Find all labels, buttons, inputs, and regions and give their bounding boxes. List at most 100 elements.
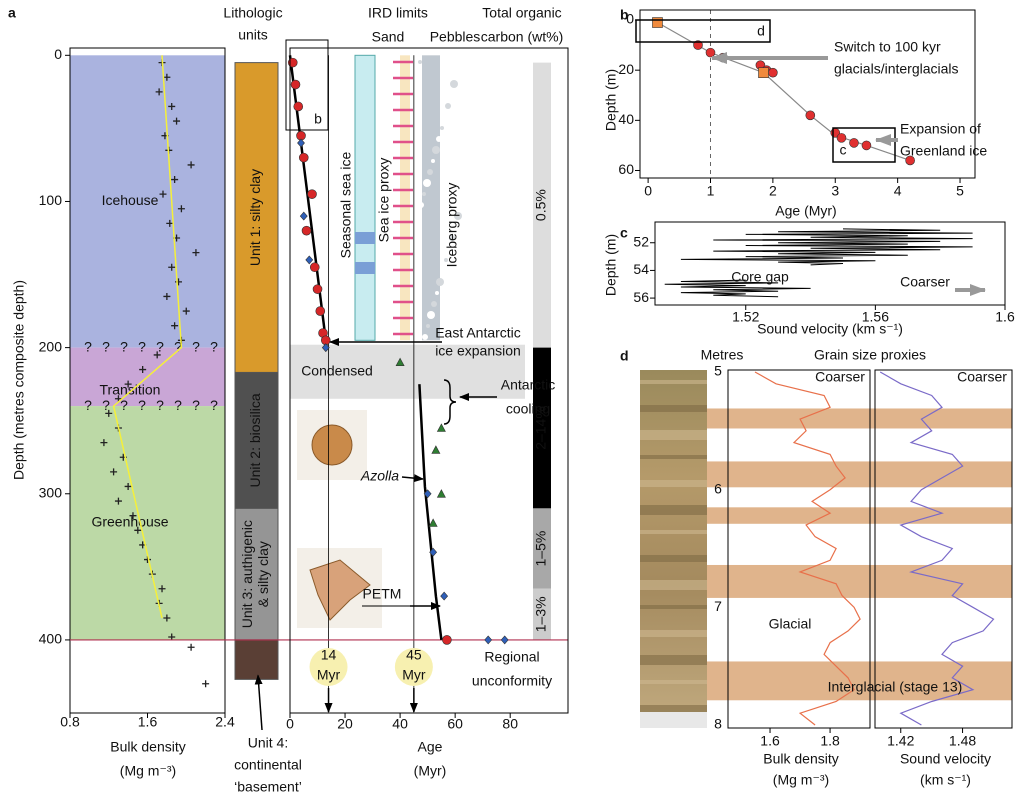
x-tick-label: 2 xyxy=(769,183,777,199)
unconformity-label: unconformity xyxy=(472,673,552,689)
data-point xyxy=(153,351,161,359)
header: Total organic xyxy=(482,5,561,21)
lithologic-unit xyxy=(234,371,279,509)
data-point xyxy=(693,40,703,50)
header: Pebbles xyxy=(430,29,481,45)
x-tick-label: 1.8 xyxy=(820,733,840,749)
pebble xyxy=(418,202,424,208)
pebble xyxy=(435,291,439,295)
y-tick-label: 300 xyxy=(39,484,63,500)
y-tick-label: 0 xyxy=(54,46,62,62)
core-stripe xyxy=(640,405,707,412)
boundary-mark: ? xyxy=(84,338,92,354)
toc-segment xyxy=(533,588,551,640)
core-stripe xyxy=(640,530,707,534)
x-axis-title: (Mg m⁻³) xyxy=(773,772,829,788)
header: carbon (wt%) xyxy=(481,29,563,45)
pebble xyxy=(423,179,431,187)
header: Grain size proxies xyxy=(814,347,926,363)
core-image xyxy=(640,370,707,728)
annotation: Switch to 100 kyr xyxy=(834,39,941,55)
data-point xyxy=(124,482,132,490)
plot-frame xyxy=(874,369,1013,729)
data-point xyxy=(175,278,182,286)
data-point xyxy=(312,284,323,294)
core-stripe xyxy=(640,430,707,440)
annotation: Interglacial (stage 13) xyxy=(828,679,963,695)
zone-label: Transition xyxy=(100,382,161,398)
zoom-box xyxy=(635,19,771,43)
data-point xyxy=(423,489,432,499)
sea-ice-column xyxy=(354,54,376,341)
x-axis-title: Bulk density xyxy=(110,739,185,755)
annotation: Core gap xyxy=(731,269,789,285)
core-stripe xyxy=(640,630,707,637)
zone-label: Icehouse xyxy=(102,192,159,208)
data-point xyxy=(301,225,312,236)
sand-column xyxy=(400,55,410,341)
unit-label: Unit 3: authigenic xyxy=(239,520,255,628)
data-point xyxy=(309,262,320,273)
zone xyxy=(70,55,225,348)
panel-label: c xyxy=(620,225,628,241)
boundary-mark: ? xyxy=(156,338,164,354)
data-point xyxy=(124,380,132,388)
zoom-box xyxy=(832,127,896,163)
x-tick-label: 1.42 xyxy=(887,733,914,749)
data-point xyxy=(440,591,449,601)
data-point xyxy=(202,680,210,688)
annotation: glacials/interglacials xyxy=(834,61,959,77)
data-point xyxy=(307,189,317,199)
data-point xyxy=(171,176,179,184)
brace xyxy=(443,379,457,425)
x-axis-title: (Myr) xyxy=(414,763,447,779)
data-point xyxy=(163,614,171,622)
lithologic-unit xyxy=(234,507,279,641)
data-point xyxy=(768,67,778,78)
boundary-mark: ? xyxy=(120,338,128,354)
pebble xyxy=(444,258,448,262)
unit-label: Unit 2: biosilica xyxy=(247,393,263,487)
toc-label: 0.5% xyxy=(533,189,549,221)
panel-label: d xyxy=(620,348,629,364)
y-tick-label: 6 xyxy=(714,480,722,496)
data-point xyxy=(163,73,171,81)
sea-ice-bar xyxy=(355,262,375,274)
data-point xyxy=(484,635,493,645)
data-point xyxy=(500,635,509,645)
coarser-label: Coarser xyxy=(957,369,1007,385)
y-tick-label: 200 xyxy=(39,338,63,354)
plot-frame xyxy=(639,9,976,179)
data-point xyxy=(187,161,195,169)
data-point xyxy=(168,263,176,271)
y-axis-title: Depth (metres composite depth) xyxy=(11,280,27,480)
y-tick-label: 40 xyxy=(618,111,634,127)
age-badge xyxy=(394,648,433,686)
data-point xyxy=(298,152,309,163)
data-point xyxy=(129,512,137,520)
pebble xyxy=(432,146,440,154)
zone-label: Greenhouse xyxy=(91,514,168,530)
toc-label: 1–5% xyxy=(533,531,549,567)
x-tick-label: 1.52 xyxy=(732,309,759,325)
y-tick-label: 60 xyxy=(618,161,634,177)
pebble xyxy=(449,235,455,241)
data-point xyxy=(168,102,176,110)
coarser-label: Coarser xyxy=(815,369,865,385)
panel-label: b xyxy=(620,7,629,23)
column-label: Seasonal sea ice xyxy=(338,151,354,258)
x-tick-label: 1.48 xyxy=(949,733,976,749)
core-stripe xyxy=(640,580,707,590)
pebble xyxy=(431,301,437,307)
data-point xyxy=(758,67,769,78)
data-point xyxy=(290,79,301,90)
data-point xyxy=(192,249,200,257)
x-axis-title: Age xyxy=(418,739,443,755)
annotation: Coarser xyxy=(900,274,950,290)
y-tick-label: 5 xyxy=(714,363,722,379)
x-tick-label: 4 xyxy=(894,183,902,199)
age-badge-label: Myr xyxy=(317,667,341,683)
data-point xyxy=(171,322,179,330)
x-tick-label: 5 xyxy=(956,183,964,199)
